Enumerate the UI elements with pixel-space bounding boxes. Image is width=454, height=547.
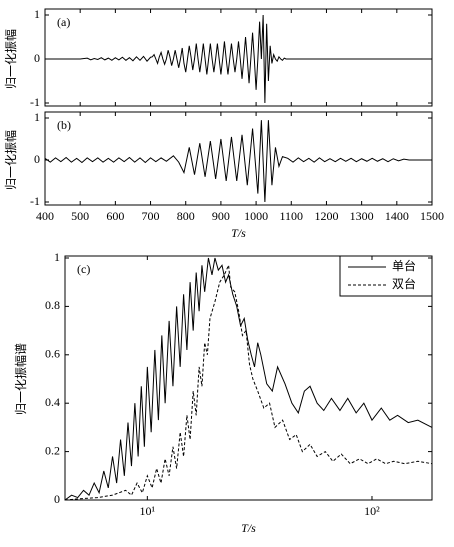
x-tick-label: 400 (36, 209, 54, 223)
y-tick-label: 0 (34, 152, 40, 166)
panel-label: (c) (77, 262, 90, 276)
x-tick-label: 900 (212, 209, 230, 223)
x-tick-label: 800 (177, 209, 195, 223)
y-tick-label: 1 (54, 250, 60, 264)
x-tick-label: 500 (71, 209, 89, 223)
y-tick-label: 1 (34, 7, 40, 21)
data-line (64, 257, 433, 501)
data-line (45, 14, 432, 104)
y-tick-label: -1 (30, 95, 40, 109)
x-axis-label: T/s (231, 226, 246, 240)
y-tick-label: 0 (54, 492, 60, 506)
x-tick-label: 1100 (279, 209, 303, 223)
data-line (64, 263, 433, 501)
x-tick-label: 1200 (314, 209, 338, 223)
y-tick-label: -1 (30, 194, 40, 208)
plot-frame (64, 255, 433, 501)
y-axis-label: 归一化振幅谱 (13, 343, 28, 415)
x-tick-label: 1400 (385, 209, 409, 223)
legend-label: 单台 (392, 258, 416, 273)
y-tick-label: 0.4 (45, 395, 60, 409)
panel-label: (a) (57, 15, 70, 29)
x-tick-label: 1300 (350, 209, 374, 223)
y-tick-label: 0.8 (45, 298, 60, 312)
panel-label: (b) (57, 118, 71, 132)
x-tick-label: 10² (364, 504, 380, 518)
x-tick-label: 1500 (420, 209, 444, 223)
x-tick-label: 600 (106, 209, 124, 223)
plot-frame (44, 111, 433, 206)
y-tick-label: 0 (34, 51, 40, 65)
y-tick-label: 0.2 (45, 443, 60, 457)
x-axis-label: T/s (241, 521, 256, 535)
legend-box (339, 255, 433, 297)
x-tick-label: 1000 (244, 209, 268, 223)
y-tick-label: 0.6 (45, 347, 60, 361)
y-axis-label: 归一化振幅 (3, 29, 18, 89)
y-tick-label: 1 (34, 110, 40, 124)
plot-frame (44, 8, 433, 107)
data-line (44, 120, 432, 203)
x-tick-label: 700 (142, 209, 160, 223)
x-tick-label: 10¹ (140, 504, 156, 518)
y-axis-label: 归一化振幅 (3, 130, 18, 190)
legend-label: 双台 (392, 276, 416, 291)
